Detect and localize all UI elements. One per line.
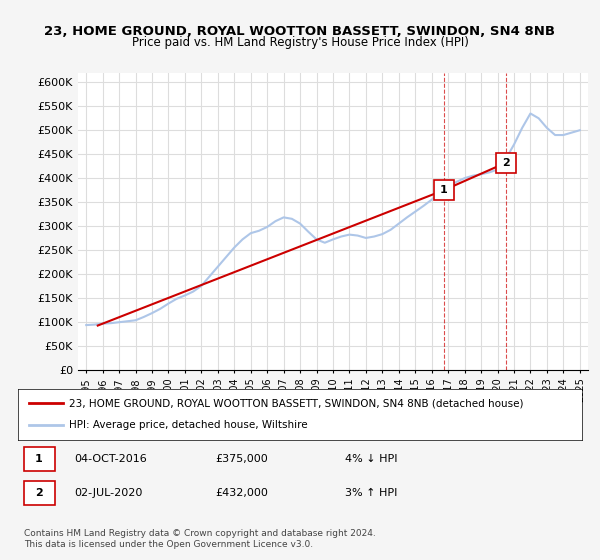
Text: 3% ↑ HPI: 3% ↑ HPI (345, 488, 397, 498)
Text: £432,000: £432,000 (215, 488, 268, 498)
Text: £375,000: £375,000 (215, 454, 268, 464)
Text: 04-OCT-2016: 04-OCT-2016 (74, 454, 147, 464)
Text: 1: 1 (35, 454, 43, 464)
Text: 4% ↓ HPI: 4% ↓ HPI (345, 454, 398, 464)
Text: 1: 1 (440, 185, 448, 195)
Text: HPI: Average price, detached house, Wiltshire: HPI: Average price, detached house, Wilt… (69, 421, 307, 431)
FancyBboxPatch shape (23, 447, 55, 472)
Text: 23, HOME GROUND, ROYAL WOOTTON BASSETT, SWINDON, SN4 8NB (detached house): 23, HOME GROUND, ROYAL WOOTTON BASSETT, … (69, 398, 523, 408)
Text: 2: 2 (35, 488, 43, 498)
FancyBboxPatch shape (23, 480, 55, 505)
Text: 02-JUL-2020: 02-JUL-2020 (74, 488, 143, 498)
Text: 2: 2 (502, 158, 509, 168)
Text: 23, HOME GROUND, ROYAL WOOTTON BASSETT, SWINDON, SN4 8NB: 23, HOME GROUND, ROYAL WOOTTON BASSETT, … (44, 25, 556, 38)
Text: Contains HM Land Registry data © Crown copyright and database right 2024.
This d: Contains HM Land Registry data © Crown c… (24, 529, 376, 549)
Text: Price paid vs. HM Land Registry's House Price Index (HPI): Price paid vs. HM Land Registry's House … (131, 36, 469, 49)
